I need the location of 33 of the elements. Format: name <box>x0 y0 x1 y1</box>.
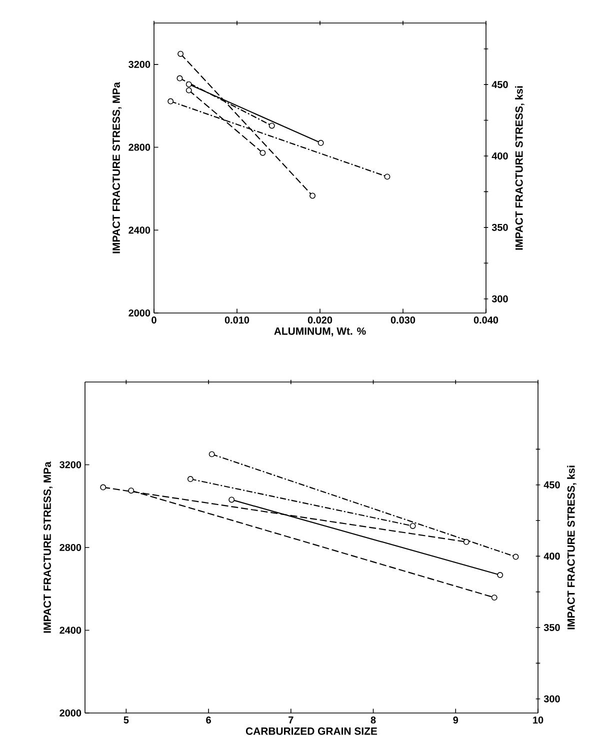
y-tick-label: 3200 <box>60 461 82 468</box>
y-axis-title: IMPACT FRACTURE STRESS, MPa <box>112 82 122 254</box>
y2-tick-label: 350 <box>544 624 560 632</box>
x-tick-label: 6 <box>206 716 211 724</box>
y-axis-title: IMPACT FRACTURE STRESS, MPa <box>44 462 52 633</box>
y-tick-label: 2400 <box>128 226 150 234</box>
x-tick-label: 7 <box>288 716 294 724</box>
x-tick-label: 0.040 <box>474 316 498 324</box>
x-tick-label: 0.030 <box>390 316 416 324</box>
x-tick-label: 5 <box>124 716 129 724</box>
x-tick-label: 10 <box>533 716 544 724</box>
x-tick-label: 0.010 <box>224 316 250 324</box>
y2-axis-title: IMPACT FRACTURE STRESS, ksi <box>515 86 524 250</box>
y-tick-label: 2800 <box>60 544 82 552</box>
y2-tick-label: 400 <box>492 152 508 160</box>
y-tick-label: 2000 <box>128 309 150 317</box>
x-tick-label: 0 <box>152 316 156 324</box>
y2-tick-label: 300 <box>492 295 508 302</box>
y2-tick-label: 450 <box>492 81 508 88</box>
y2-axis-title: IMPACT FRACTURE STRESS, ksi <box>567 466 576 630</box>
x-axis-title: ALUMINUM, Wt. % <box>274 327 366 336</box>
x-tick-label: 0.020 <box>308 316 332 324</box>
y-tick-label: 2400 <box>60 626 82 634</box>
y-tick-label: 3200 <box>128 60 150 68</box>
y2-tick-label: 300 <box>544 695 560 702</box>
y2-tick-label: 400 <box>544 552 560 560</box>
y-tick-label: 2800 <box>128 144 150 151</box>
y-tick-label: 2000 <box>60 709 82 717</box>
y2-tick-label: 450 <box>544 481 560 488</box>
y2-tick-label: 350 <box>492 224 508 231</box>
x-axis-title: CARBURIZED GRAIN SIZE <box>246 727 378 735</box>
x-tick-label: 8 <box>370 716 376 724</box>
x-tick-label: 9 <box>453 716 458 724</box>
